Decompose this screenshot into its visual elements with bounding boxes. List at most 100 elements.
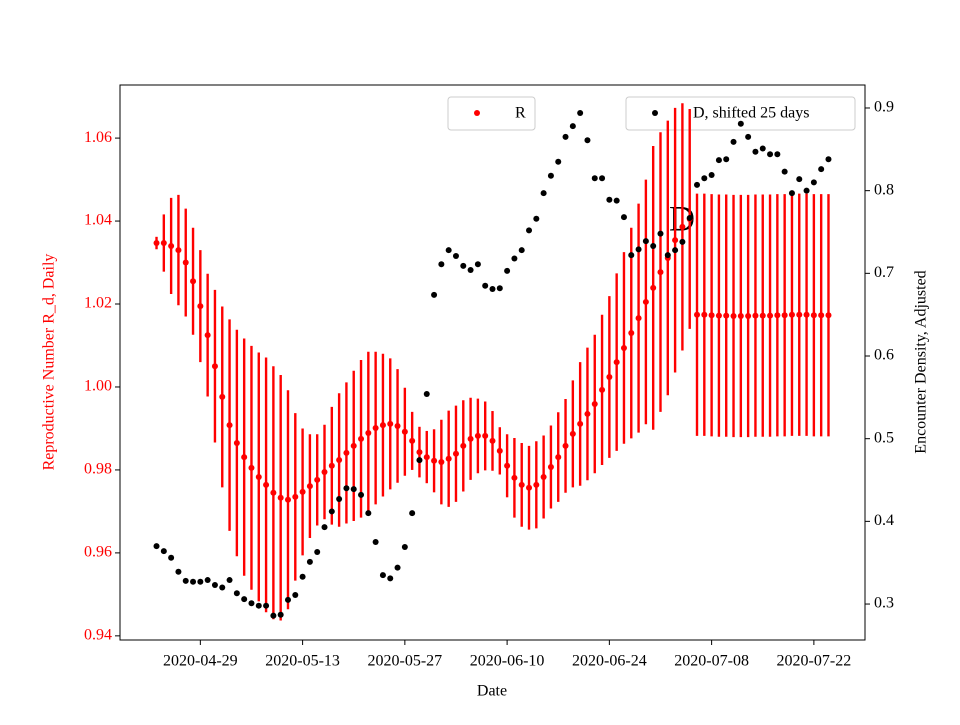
data-point <box>438 459 445 466</box>
data-point <box>372 425 379 432</box>
data-point <box>409 510 416 517</box>
data-point <box>460 262 467 269</box>
data-point <box>708 171 715 178</box>
data-point <box>620 344 627 351</box>
data-point <box>657 230 664 237</box>
data-point <box>745 313 752 320</box>
data-point <box>526 484 533 491</box>
data-point <box>759 312 766 319</box>
data-point <box>182 577 189 584</box>
data-point <box>818 312 825 319</box>
data-point <box>628 252 635 259</box>
y2-tick-label: 0.6 <box>874 347 894 364</box>
data-point <box>401 543 408 550</box>
data-point <box>284 596 291 603</box>
data-point <box>642 238 649 245</box>
data-point <box>211 363 218 370</box>
data-point <box>752 312 759 319</box>
data-point <box>394 422 401 429</box>
data-point <box>577 420 584 427</box>
data-point <box>153 240 160 247</box>
data-point <box>306 483 313 490</box>
data-point <box>219 393 226 400</box>
data-point <box>336 456 343 463</box>
data-point <box>650 284 657 291</box>
data-point <box>467 267 474 274</box>
data-point <box>219 584 226 591</box>
data-point <box>190 278 197 285</box>
data-point <box>292 493 299 500</box>
data-point <box>365 510 372 517</box>
data-point <box>584 410 591 417</box>
data-point <box>452 252 459 259</box>
data-point <box>555 158 562 165</box>
data-point <box>255 473 262 480</box>
data-point <box>657 269 664 276</box>
data-point <box>423 454 430 461</box>
data-point <box>723 312 730 319</box>
data-point <box>672 237 679 244</box>
data-point <box>299 573 306 580</box>
data-point <box>818 166 825 173</box>
x-tick-label: 2020-07-08 <box>674 653 749 670</box>
data-point <box>803 311 810 318</box>
data-point <box>153 543 160 550</box>
data-point <box>416 457 423 464</box>
data-point <box>226 577 233 584</box>
data-point <box>584 137 591 144</box>
data-point <box>409 437 416 444</box>
data-point <box>175 247 182 254</box>
data-point <box>679 223 686 230</box>
data-point <box>511 474 518 481</box>
data-point <box>533 215 540 222</box>
data-point <box>606 196 613 203</box>
data-point <box>628 330 635 337</box>
data-point <box>737 313 744 320</box>
data-point <box>562 442 569 449</box>
data-point <box>803 187 810 194</box>
data-point <box>197 578 204 585</box>
data-point <box>613 197 620 204</box>
data-point <box>496 447 503 454</box>
data-point <box>730 138 737 145</box>
data-point <box>255 602 262 609</box>
y2-axis-label: Encounter Density, Adjusted <box>913 270 930 453</box>
data-point <box>810 179 817 186</box>
data-point <box>511 255 518 262</box>
y2-tick-label: 0.8 <box>874 181 894 198</box>
data-point <box>715 157 722 164</box>
data-point <box>314 548 321 555</box>
data-point <box>620 214 627 221</box>
data-point <box>781 312 788 319</box>
data-point <box>233 439 240 446</box>
data-point <box>423 391 430 398</box>
x-tick-label: 2020-04-29 <box>163 653 238 670</box>
data-point <box>182 259 189 266</box>
data-point <box>431 457 438 464</box>
data-point <box>445 247 452 254</box>
data-point <box>723 156 730 163</box>
data-point <box>401 428 408 435</box>
data-point <box>686 214 693 221</box>
data-point <box>547 464 554 471</box>
data-point <box>489 286 496 293</box>
y-tick-label: 1.02 <box>84 295 112 312</box>
legend: R <box>447 96 536 131</box>
data-point <box>350 486 357 493</box>
y-tick-label: 1.00 <box>84 378 112 395</box>
y2-tick-label: 0.3 <box>874 595 894 612</box>
data-point <box>438 261 445 268</box>
data-point <box>387 575 394 582</box>
data-point <box>314 476 321 483</box>
data-point <box>328 462 335 469</box>
data-point <box>321 524 328 531</box>
data-point <box>343 485 350 492</box>
data-point <box>788 190 795 197</box>
data-point <box>168 242 175 249</box>
data-point <box>547 172 554 179</box>
data-point <box>599 386 606 393</box>
data-point <box>489 437 496 444</box>
data-point <box>650 243 657 250</box>
data-point <box>635 246 642 253</box>
data-point <box>796 311 803 318</box>
